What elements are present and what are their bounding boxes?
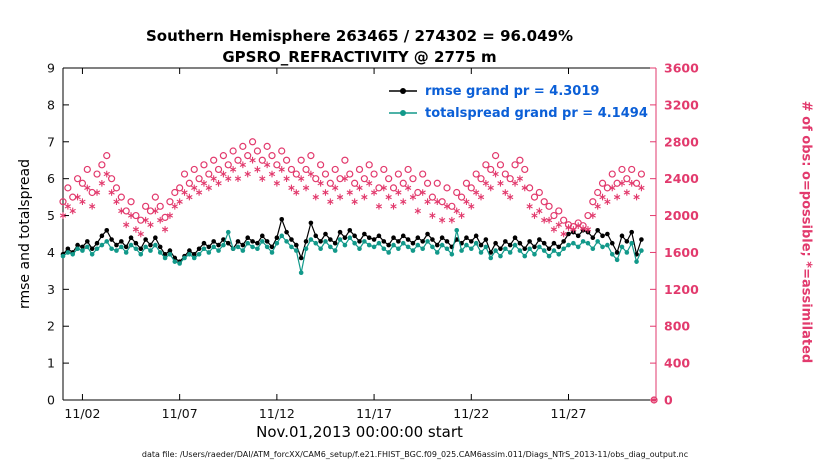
series-rmse — [60, 216, 644, 264]
svg-text:3200: 3200 — [664, 97, 699, 112]
svg-text:2000: 2000 — [664, 208, 699, 223]
svg-text:0: 0 — [47, 393, 55, 408]
svg-text:2400: 2400 — [664, 171, 699, 186]
axis-ticks: 0 1 2 3 4 5 6 7 8 9 0 400 800 1200 1600 2000 2400 2800 320… — [47, 61, 699, 422]
svg-text:3: 3 — [47, 282, 55, 297]
legend-label-rmse: rmse grand pr = 4.3019 — [425, 83, 600, 99]
chart-title-line2: GPSRO_REFRACTIVITY @ 2775 m — [222, 48, 497, 66]
rmse-legend-marker — [389, 88, 417, 94]
svg-text:7: 7 — [47, 134, 55, 149]
svg-text:2800: 2800 — [664, 134, 699, 149]
totalspread-legend-marker — [389, 110, 417, 116]
svg-text:11/17: 11/17 — [356, 406, 392, 421]
series-totalspread — [60, 228, 644, 276]
svg-text:400: 400 — [664, 356, 690, 371]
x-axis-label: Nov.01,2013 00:00:00 start — [256, 423, 463, 441]
legend-row-totalspread: totalspread grand pr = 4.1494 — [388, 102, 648, 124]
right-axis-label: # of obs: o=possible; *=assimilated — [798, 100, 814, 364]
svg-text:6: 6 — [47, 171, 55, 186]
svg-text:9: 9 — [47, 61, 55, 76]
legend: rmse grand pr = 4.3019 totalspread grand… — [388, 80, 648, 124]
svg-text:1: 1 — [47, 356, 55, 371]
svg-text:0: 0 — [664, 393, 673, 408]
data-file-path: data file: /Users/raeder/DAI/ATM_forcXX/… — [141, 450, 689, 459]
svg-text:11/02: 11/02 — [64, 406, 100, 421]
svg-text:11/12: 11/12 — [259, 406, 295, 421]
svg-text:5: 5 — [47, 208, 55, 223]
chart-title-line1: Southern Hemisphere 263465 / 274302 = 96… — [145, 27, 573, 45]
svg-text:11/07: 11/07 — [162, 406, 198, 421]
series-assimilated — [59, 156, 645, 238]
svg-text:1600: 1600 — [664, 245, 699, 260]
svg-text:1200: 1200 — [664, 282, 699, 297]
left-axis-label: rmse and totalspread — [17, 158, 33, 310]
svg-text:8: 8 — [47, 97, 55, 112]
svg-text:800: 800 — [664, 319, 690, 334]
legend-label-totalspread: totalspread grand pr = 4.1494 — [425, 105, 648, 121]
final-zero-obs-marker — [650, 396, 658, 404]
legend-row-rmse: rmse grand pr = 4.3019 — [388, 80, 648, 102]
series-possible — [59, 138, 646, 231]
svg-text:4: 4 — [47, 245, 55, 260]
svg-text:11/22: 11/22 — [453, 406, 489, 421]
svg-text:11/27: 11/27 — [550, 406, 586, 421]
svg-text:2: 2 — [47, 319, 55, 334]
svg-text:3600: 3600 — [664, 61, 699, 76]
